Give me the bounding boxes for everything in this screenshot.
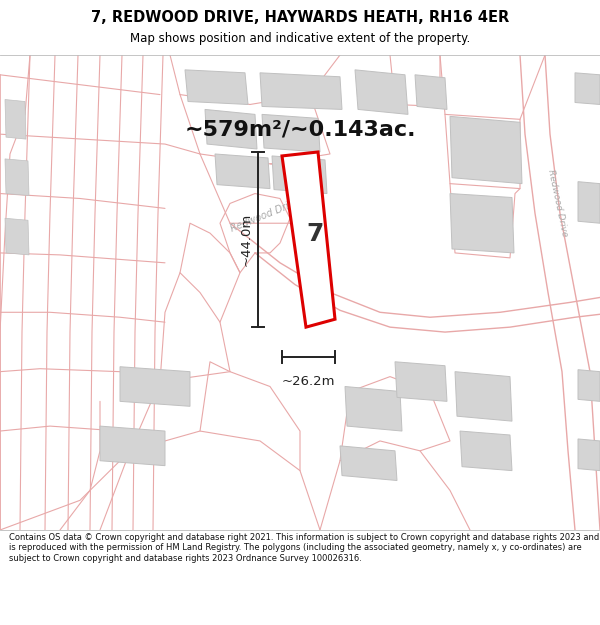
Text: ~26.2m: ~26.2m: [282, 374, 335, 388]
Text: 7: 7: [307, 222, 324, 246]
Polygon shape: [450, 194, 514, 253]
Polygon shape: [395, 362, 447, 401]
Polygon shape: [5, 218, 29, 255]
Polygon shape: [100, 426, 165, 466]
Polygon shape: [215, 154, 270, 189]
Polygon shape: [345, 386, 402, 431]
Polygon shape: [415, 75, 447, 109]
Polygon shape: [205, 109, 257, 149]
Polygon shape: [355, 70, 408, 114]
Polygon shape: [120, 367, 190, 406]
Text: Map shows position and indicative extent of the property.: Map shows position and indicative extent…: [130, 32, 470, 45]
Polygon shape: [262, 114, 320, 152]
Polygon shape: [282, 152, 335, 327]
Polygon shape: [260, 72, 342, 109]
Polygon shape: [185, 70, 248, 104]
Polygon shape: [340, 446, 397, 481]
Polygon shape: [450, 116, 522, 184]
Polygon shape: [455, 372, 512, 421]
Polygon shape: [578, 182, 600, 223]
Text: ~579m²/~0.143ac.: ~579m²/~0.143ac.: [184, 119, 416, 139]
Polygon shape: [272, 156, 327, 194]
Text: Redwood Drive: Redwood Drive: [547, 169, 569, 238]
Text: ~44.0m: ~44.0m: [239, 213, 253, 266]
Text: 7, REDWOOD DRIVE, HAYWARDS HEATH, RH16 4ER: 7, REDWOOD DRIVE, HAYWARDS HEATH, RH16 4…: [91, 10, 509, 25]
Polygon shape: [578, 369, 600, 401]
Text: Contains OS data © Crown copyright and database right 2021. This information is : Contains OS data © Crown copyright and d…: [9, 533, 599, 562]
Polygon shape: [578, 439, 600, 471]
Text: Redwood Drive: Redwood Drive: [229, 197, 301, 234]
Polygon shape: [460, 431, 512, 471]
Polygon shape: [5, 159, 29, 196]
Polygon shape: [575, 72, 600, 104]
Polygon shape: [5, 99, 26, 139]
